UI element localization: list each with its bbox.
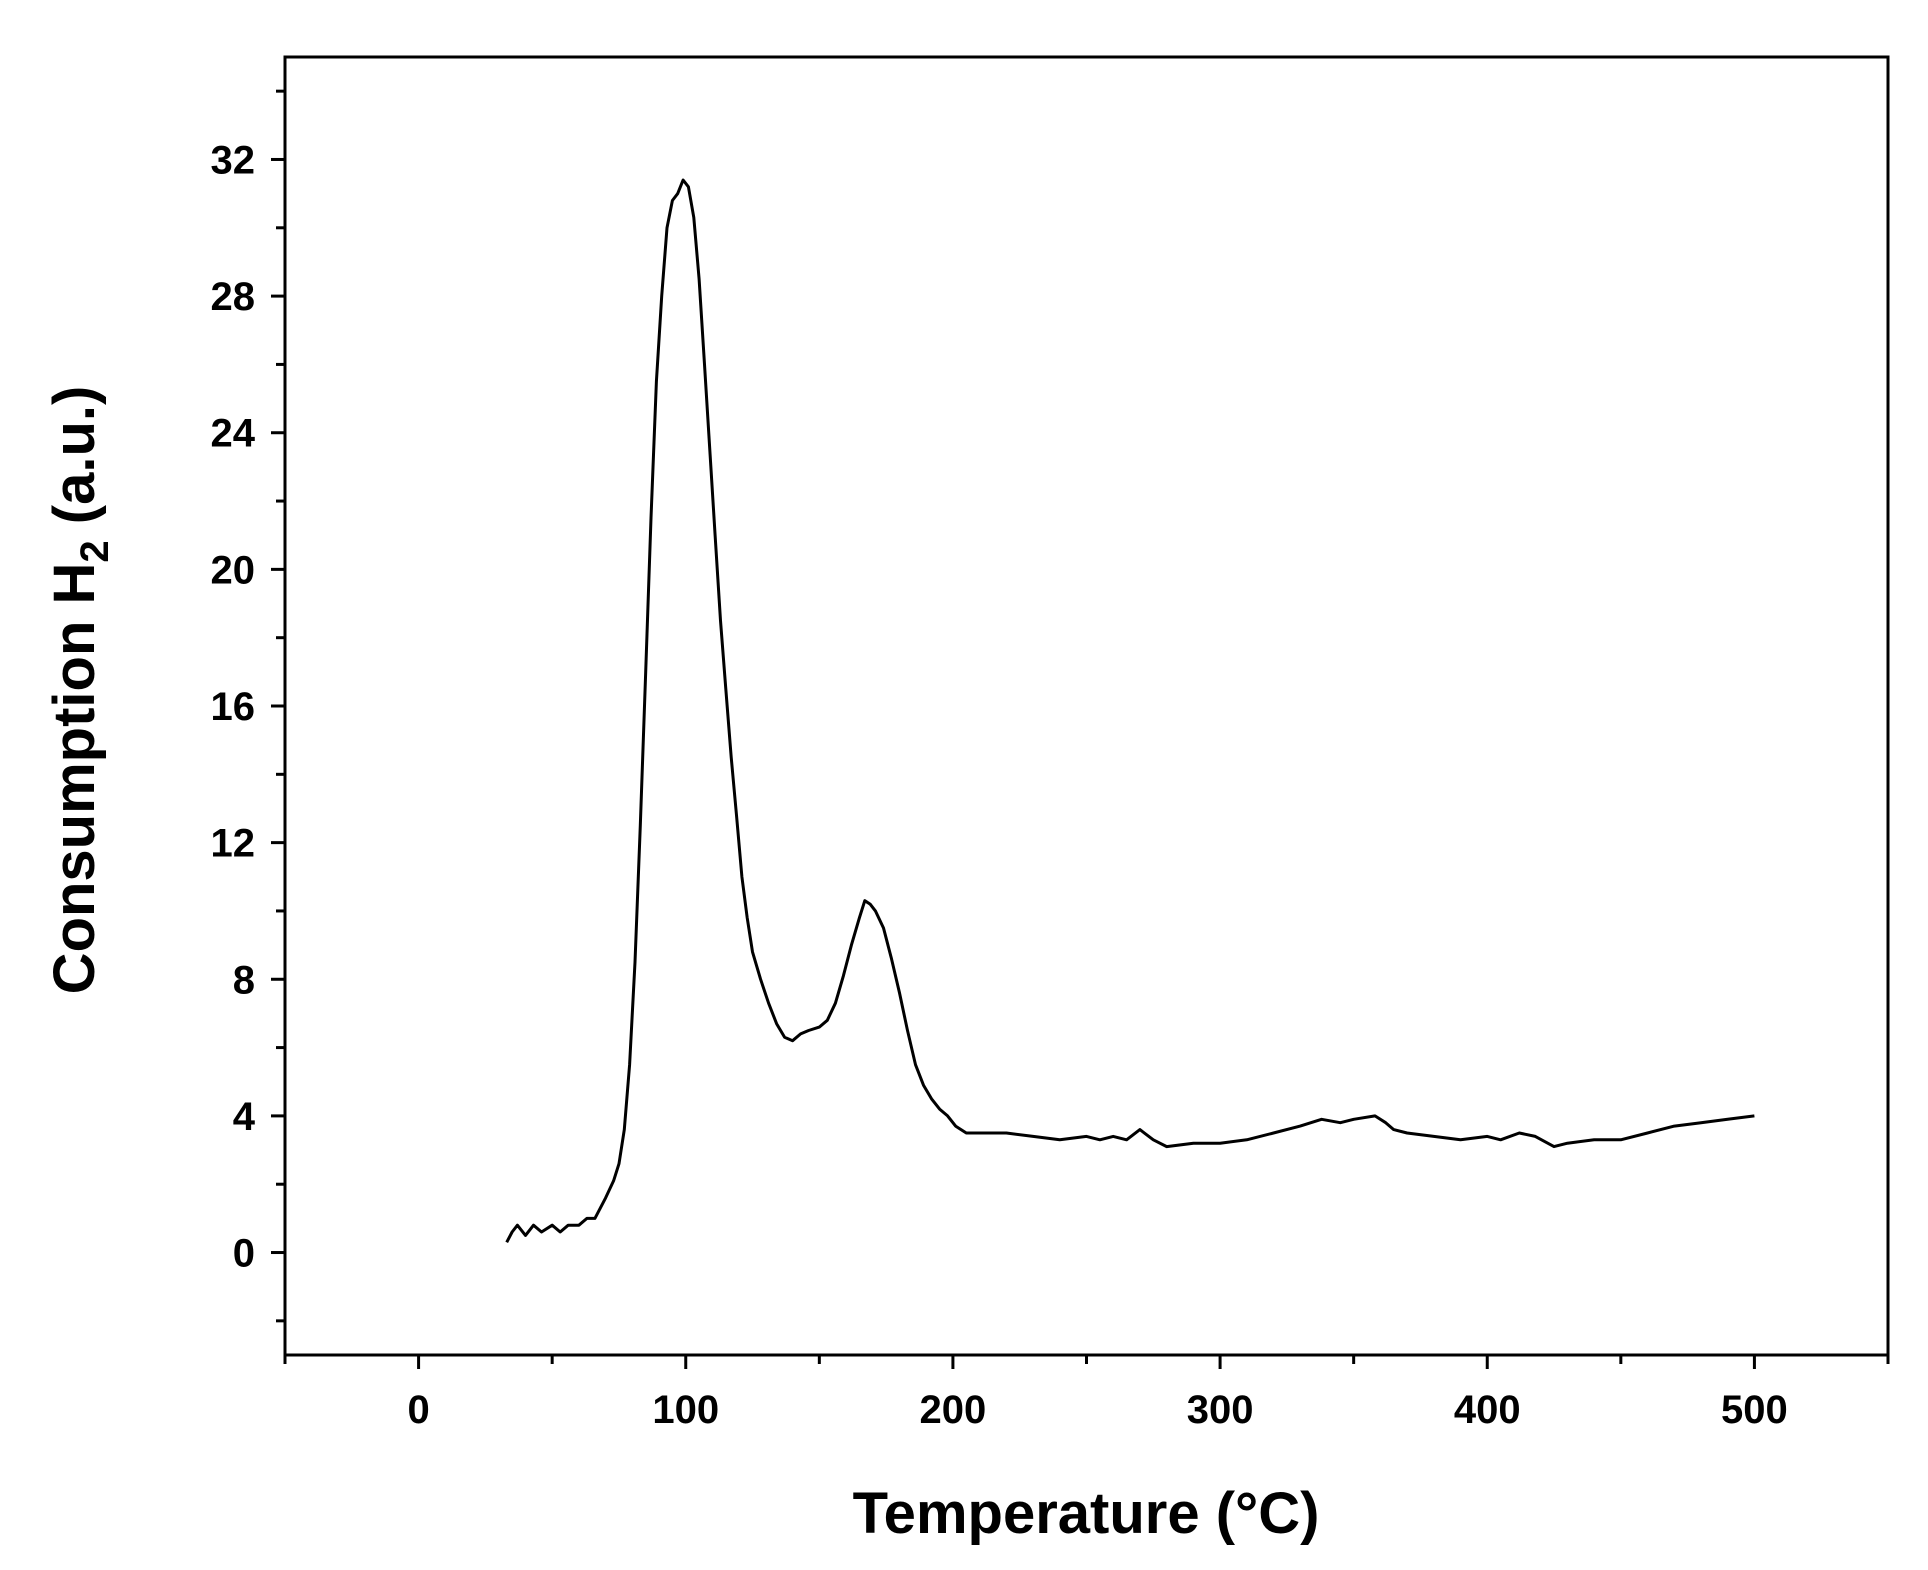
y-tick-label: 24 — [211, 412, 256, 456]
y-tick-label: 32 — [211, 138, 256, 182]
plot-area: 0 100 200 300 400 500 0 4 8 12 16 20 24 28 32 — [211, 55, 1890, 1432]
x-tick-label: 400 — [1454, 1388, 1521, 1432]
x-tick-label: 300 — [1187, 1388, 1254, 1432]
y-tick-label: 12 — [211, 822, 256, 866]
x-tick-label: 200 — [920, 1388, 987, 1432]
y-tick-label: 20 — [211, 548, 256, 592]
x-tick-label: 100 — [652, 1388, 719, 1432]
plot-frame — [283, 55, 1890, 1357]
y-tick-label: 8 — [233, 958, 255, 1002]
y-tick-label: 0 — [233, 1232, 255, 1276]
y-axis-title: Consumption H2 (a.u.) — [42, 386, 117, 995]
y-axis-title-subscript: 2 — [73, 540, 117, 562]
x-tick-label: 500 — [1721, 1388, 1788, 1432]
x-axis-title: Temperature (°C) — [853, 1481, 1320, 1546]
y-axis-title-main: Consumption H — [42, 563, 107, 995]
y-tick-label: 28 — [211, 275, 256, 319]
y-tick-label: 16 — [211, 685, 256, 729]
x-tick-label: 0 — [407, 1388, 429, 1432]
y-tick-label: 4 — [233, 1095, 256, 1139]
y-axis-title-suffix: (a.u.) — [42, 386, 107, 541]
series-line — [505, 178, 1755, 1243]
